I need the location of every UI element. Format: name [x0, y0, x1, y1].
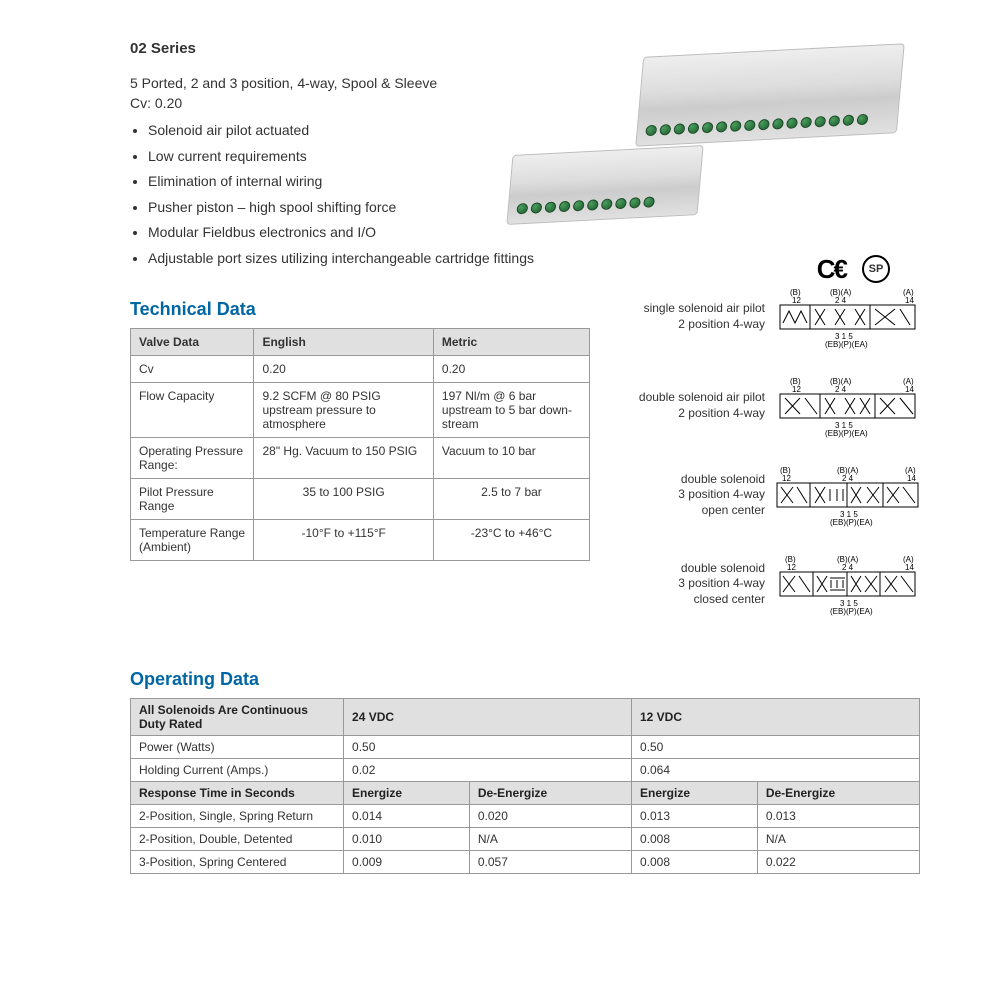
operating-heading: Operating Data — [130, 669, 920, 690]
cell: 0.20 — [433, 355, 589, 382]
svg-text:14: 14 — [905, 385, 914, 394]
col-header: 12 VDC — [631, 698, 919, 735]
svg-text:12: 12 — [782, 474, 791, 483]
row-label: Cv — [131, 355, 254, 382]
schematic-label: double solenoid — [678, 561, 765, 577]
col-header: Valve Data — [131, 328, 254, 355]
svg-text:12: 12 — [792, 385, 801, 394]
row-label: Pilot Pressure Range — [131, 478, 254, 519]
bullet-item: Pusher piston – high spool shifting forc… — [148, 198, 540, 218]
schematic-label: 2 position 4-way — [639, 406, 765, 422]
cell: 0.020 — [469, 804, 631, 827]
bullet-item: Adjustable port sizes utilizing intercha… — [148, 249, 540, 269]
cell: 28" Hg. Vacuum to 150 PSIG — [254, 437, 433, 478]
svg-text:2 4: 2 4 — [835, 296, 847, 305]
cell: 0.057 — [469, 850, 631, 873]
technical-data-table: Valve Data English Metric Cv 0.20 0.20 F… — [130, 328, 590, 561]
schematic-label: single solenoid air pilot — [644, 301, 765, 317]
cell: 9.2 SCFM @ 80 PSIG upstream pressure to … — [254, 382, 433, 437]
cell: 0.02 — [344, 758, 632, 781]
subtitle-line-1: 5 Ported, 2 and 3 position, 4-way, Spool… — [130, 75, 540, 91]
row-label: Temperature Range (Ambient) — [131, 519, 254, 560]
cell: 0.064 — [631, 758, 919, 781]
svg-text:(EB)(P)(EA): (EB)(P)(EA) — [825, 340, 868, 349]
valve-schematic-icon: (B)12 (B)(A)2 4 (A)14 3 1 5 (EB)(P)(EA) — [775, 463, 920, 528]
schematic-label: double solenoid air pilot — [639, 390, 765, 406]
cell: 0.009 — [344, 850, 470, 873]
cell: 0.20 — [254, 355, 433, 382]
cell: 0.010 — [344, 827, 470, 850]
svg-text:14: 14 — [905, 296, 914, 305]
svg-text:(EB)(P)(EA): (EB)(P)(EA) — [825, 429, 868, 438]
col-header: De-Energize — [469, 781, 631, 804]
cell: N/A — [757, 827, 919, 850]
cell: N/A — [469, 827, 631, 850]
bullet-item: Modular Fieldbus electronics and I/O — [148, 223, 540, 243]
schematic-label: 3 position 4-way — [678, 576, 765, 592]
valve-schematic-icon: (B)12 (B)(A)2 4 (A)14 3 1 5 (EB)(P)(EA) — [775, 552, 920, 617]
schematic-label: 3 position 4-way — [678, 487, 765, 503]
svg-text:(EB)(P)(EA): (EB)(P)(EA) — [830, 518, 873, 527]
row-label: 2-Position, Double, Detented — [131, 827, 344, 850]
row-label: Power (Watts) — [131, 735, 344, 758]
cell: 0.013 — [631, 804, 757, 827]
bullet-item: Solenoid air pilot actuated — [148, 121, 540, 141]
svg-text:2 4: 2 4 — [842, 474, 854, 483]
cell: -10°F to +115°F — [254, 519, 433, 560]
col-header: Metric — [433, 328, 589, 355]
svg-text:12: 12 — [787, 563, 796, 572]
cell: 0.50 — [344, 735, 632, 758]
feature-bullets: Solenoid air pilot actuated Low current … — [130, 121, 540, 269]
col-header: Response Time in Seconds — [131, 781, 344, 804]
ce-mark-icon: C€ — [817, 254, 846, 285]
cell: 0.013 — [757, 804, 919, 827]
product-image — [540, 40, 920, 240]
svg-text:12: 12 — [792, 296, 801, 305]
row-label: 2-Position, Single, Spring Return — [131, 804, 344, 827]
cell: Vacuum to 10 bar — [433, 437, 589, 478]
schematic-label: closed center — [678, 592, 765, 608]
cell: 197 Nl/m @ 6 bar upstream to 5 bar down-… — [433, 382, 589, 437]
csa-mark-icon: SP — [862, 255, 890, 283]
cell: 35 to 100 PSIG — [254, 478, 433, 519]
svg-text:2 4: 2 4 — [842, 563, 854, 572]
col-header: De-Energize — [757, 781, 919, 804]
schematic-diagrams: single solenoid air pilot 2 position 4-w… — [620, 275, 920, 641]
technical-heading: Technical Data — [130, 299, 590, 320]
svg-text:14: 14 — [907, 474, 916, 483]
row-label: Flow Capacity — [131, 382, 254, 437]
subtitle-line-2: Cv: 0.20 — [130, 95, 540, 111]
row-label: 3-Position, Spring Centered — [131, 850, 344, 873]
row-label: Holding Current (Amps.) — [131, 758, 344, 781]
row-label: Operating Pressure Range: — [131, 437, 254, 478]
valve-schematic-icon: (B)12 (B)(A)2 4 (A)14 3 1 5 (EB)(P)(EA) — [775, 285, 920, 350]
svg-text:2 4: 2 4 — [835, 385, 847, 394]
series-title: 02 Series — [130, 40, 540, 57]
schematic-label: open center — [678, 503, 765, 519]
col-header: English — [254, 328, 433, 355]
operating-data-table: All Solenoids Are Continuous Duty Rated … — [130, 698, 920, 874]
cell: 0.014 — [344, 804, 470, 827]
svg-text:14: 14 — [905, 563, 914, 572]
col-header: 24 VDC — [344, 698, 632, 735]
svg-text:(EB)(P)(EA): (EB)(P)(EA) — [830, 607, 873, 616]
bullet-item: Low current requirements — [148, 147, 540, 167]
cell: 2.5 to 7 bar — [433, 478, 589, 519]
schematic-label: double solenoid — [678, 472, 765, 488]
col-header: All Solenoids Are Continuous Duty Rated — [131, 698, 344, 735]
valve-schematic-icon: (B)12 (B)(A)2 4 (A)14 3 1 5 (EB)(P)(EA) — [775, 374, 920, 439]
bullet-item: Elimination of internal wiring — [148, 172, 540, 192]
cell: 0.008 — [631, 850, 757, 873]
cell: 0.022 — [757, 850, 919, 873]
col-header: Energize — [344, 781, 470, 804]
cell: 0.50 — [631, 735, 919, 758]
cell: 0.008 — [631, 827, 757, 850]
cell: -23°C to +46°C — [433, 519, 589, 560]
col-header: Energize — [631, 781, 757, 804]
schematic-label: 2 position 4-way — [644, 317, 765, 333]
